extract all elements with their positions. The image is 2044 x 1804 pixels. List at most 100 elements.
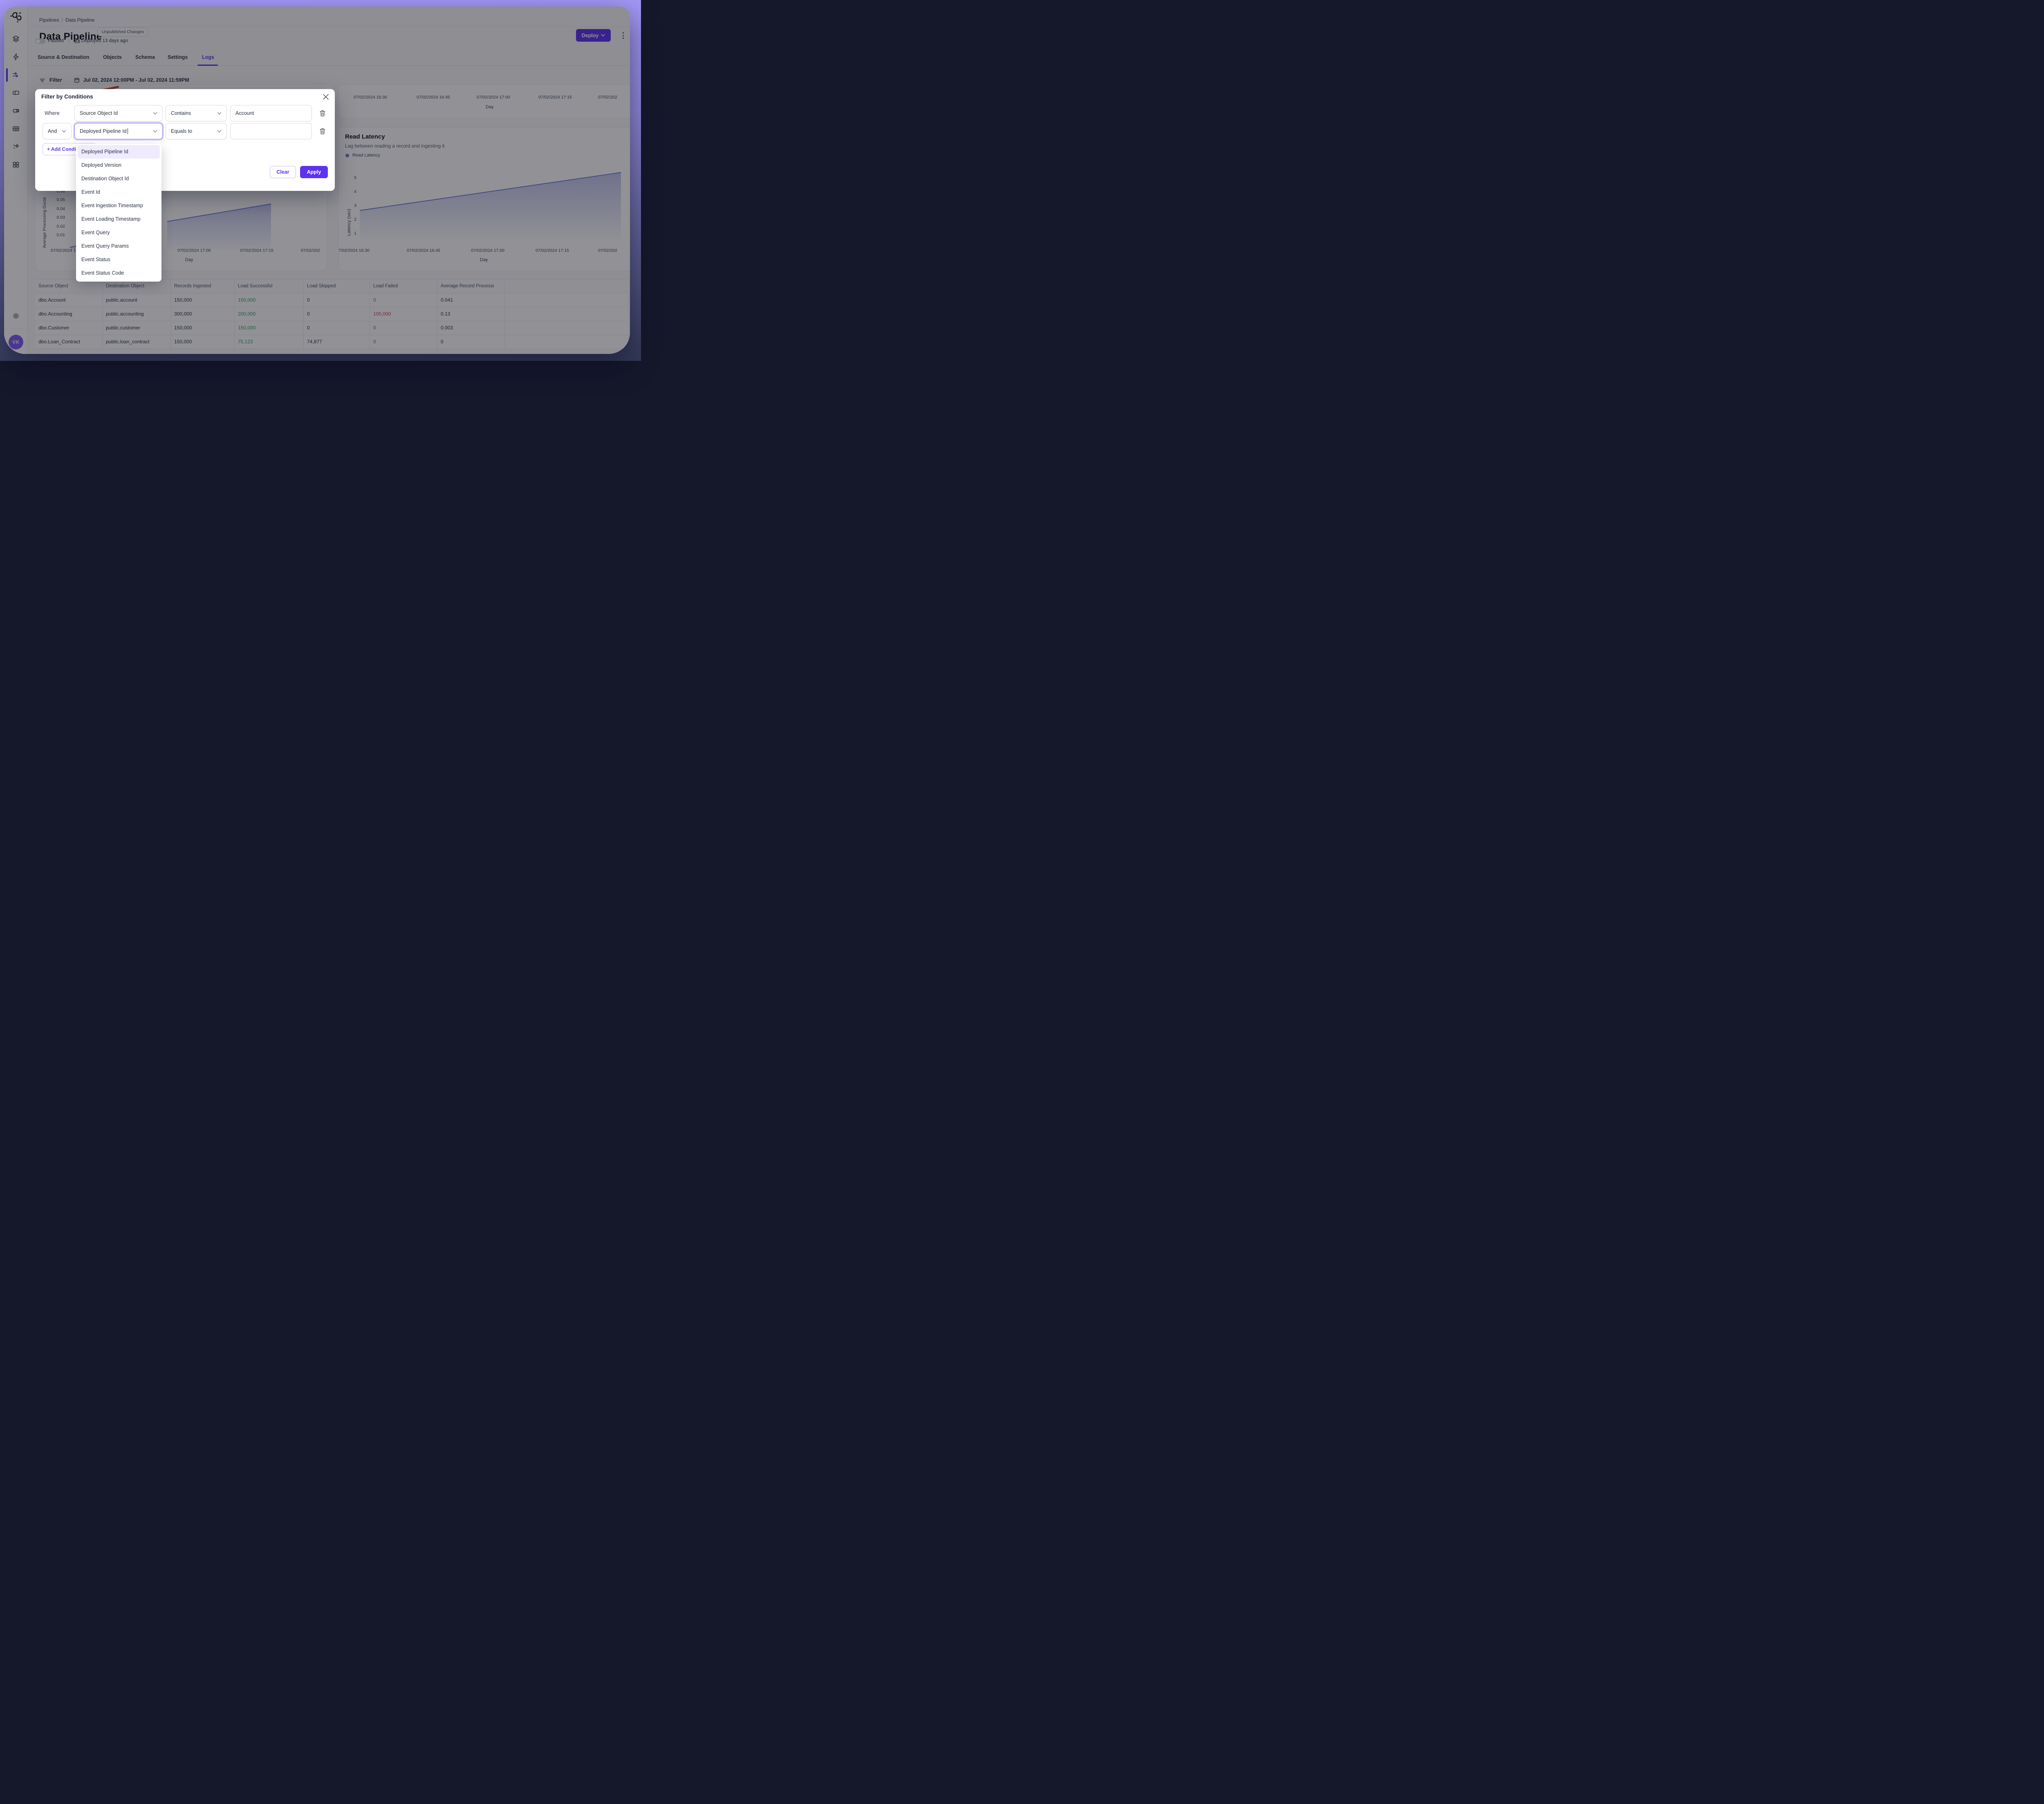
calendar-icon bbox=[74, 78, 79, 83]
dropdown-option[interactable]: Event Query bbox=[81, 230, 110, 235]
x-tick-label: 07/02/2024 17:15 bbox=[536, 248, 569, 253]
field-select-focused[interactable]: Deployed Pipeline Id bbox=[74, 123, 163, 139]
toggle-knob bbox=[36, 39, 40, 43]
x-axis-title: Day bbox=[486, 105, 494, 110]
dropdown-option[interactable]: Deployed Pipeline Id bbox=[78, 145, 160, 159]
pause-toggle[interactable] bbox=[35, 38, 45, 44]
dropdown-option[interactable]: Event Status Code bbox=[81, 270, 124, 276]
chevron-down-icon bbox=[217, 112, 222, 114]
pipelines-layers-icon[interactable] bbox=[12, 35, 20, 43]
table-cell: public.loan_contract bbox=[103, 335, 171, 349]
table-cell: 0 bbox=[304, 321, 370, 335]
table-cell[interactable]: dbo.Accounting bbox=[35, 307, 103, 321]
filter-button[interactable]: Filter bbox=[49, 77, 62, 83]
destination-card-icon[interactable] bbox=[12, 89, 20, 97]
chart-title: Read Latency bbox=[345, 133, 385, 140]
apply-button[interactable]: Apply bbox=[300, 166, 328, 178]
tab-logs[interactable]: Logs bbox=[202, 54, 214, 60]
dropdown-option[interactable]: Destination Object Id bbox=[81, 176, 129, 181]
breadcrumb-pipelines[interactable]: Pipelines bbox=[39, 17, 59, 23]
table-cell: 0 bbox=[370, 293, 437, 307]
x-tick-label: 07/02/2024 17:00 bbox=[471, 248, 504, 253]
y-tick: 0.04 bbox=[56, 206, 65, 211]
top-right-chart-panel: 07/02/2024 16:30 07/02/2024 16:45 07/02/… bbox=[338, 84, 630, 118]
dropdown-option[interactable]: Event Loading Timestamp bbox=[81, 216, 141, 222]
value-input[interactable] bbox=[230, 105, 312, 121]
deploy-button[interactable]: Deploy bbox=[576, 29, 611, 42]
activity-lightning-icon[interactable] bbox=[12, 53, 20, 61]
deploy-info: Deployed 13 days ago bbox=[81, 38, 128, 43]
table-cell: 300,000 bbox=[171, 307, 235, 321]
legend-label: Read Latency bbox=[352, 153, 380, 158]
version-link[interactable]: V5 bbox=[74, 38, 80, 43]
settings-gear-icon[interactable] bbox=[12, 312, 20, 320]
col-header: Source Object bbox=[35, 280, 103, 293]
logic-operator-value: And bbox=[48, 128, 57, 134]
table-cell[interactable]: dbo.Customer bbox=[35, 321, 103, 335]
table-cell: 0 bbox=[370, 321, 437, 335]
dropdown-option[interactable]: Event Id bbox=[81, 189, 100, 195]
trash-icon[interactable] bbox=[319, 110, 326, 117]
dropdown-option[interactable]: Event Query Params bbox=[81, 243, 129, 249]
tab-source-destination[interactable]: Source & Destination bbox=[38, 54, 90, 60]
user-avatar[interactable]: VK bbox=[9, 335, 23, 349]
date-range-control[interactable]: Jul 02, 2024 12:00PM - Jul 02, 2024 11:5… bbox=[74, 77, 189, 83]
operator-select[interactable]: Equals to bbox=[166, 123, 227, 139]
status-divider: | bbox=[68, 38, 70, 43]
trash-icon[interactable] bbox=[319, 128, 326, 135]
table-cell[interactable]: dbo.Loan_Contract bbox=[35, 335, 103, 349]
close-icon[interactable] bbox=[323, 94, 329, 100]
date-range-text: Jul 02, 2024 12:00PM - Jul 02, 2024 11:5… bbox=[83, 77, 189, 83]
apps-grid-icon[interactable] bbox=[12, 161, 20, 169]
read-latency-line-chart bbox=[359, 172, 621, 240]
x-tick-label: 07/02/202 bbox=[598, 248, 617, 253]
clear-button[interactable]: Clear bbox=[270, 166, 296, 178]
read-latency-chart-panel: Read Latency Lag between reading a recor… bbox=[338, 127, 630, 271]
table-cell: 74,877 bbox=[304, 335, 370, 349]
kebab-menu-icon[interactable] bbox=[620, 32, 626, 39]
table-cell: 200,000 bbox=[235, 307, 304, 321]
sparkles-transform-icon[interactable] bbox=[12, 143, 20, 151]
table-cell bbox=[505, 293, 628, 307]
field-select[interactable]: Source Object Id bbox=[74, 105, 163, 121]
x-tick-label: 07/02/2024 17:00 bbox=[477, 95, 510, 100]
table-cell[interactable]: dbo.Account bbox=[35, 293, 103, 307]
x-tick-label: 7/02/2024 16:30 bbox=[338, 248, 370, 253]
y-tick: 1 bbox=[354, 231, 356, 236]
data-table-icon[interactable] bbox=[12, 125, 20, 133]
value-input[interactable] bbox=[230, 123, 312, 139]
tab-schema[interactable]: Schema bbox=[135, 54, 155, 60]
table-cell: public.accounting bbox=[103, 307, 171, 321]
table-cell bbox=[505, 307, 628, 321]
x-axis-title: Day bbox=[185, 257, 193, 262]
table-cell bbox=[505, 321, 628, 335]
tab-settings[interactable]: Settings bbox=[168, 54, 188, 60]
field-select-value: Deployed Pipeline Id bbox=[80, 128, 127, 134]
col-header: Load Successful bbox=[235, 280, 304, 293]
dropdown-option[interactable]: Event Status bbox=[81, 257, 110, 262]
table-cell: public.account bbox=[103, 293, 171, 307]
y-tick: 0.01 bbox=[56, 233, 65, 237]
desktop-wallpaper: VK Pipelines / Data Pipeline Data Pipeline… bbox=[0, 0, 641, 361]
dropdown-option[interactable]: Deployed Version bbox=[81, 162, 121, 168]
table-cell: 150,000 bbox=[235, 321, 304, 335]
y-tick: 0.02 bbox=[56, 224, 65, 229]
col-header: Records Ingested bbox=[171, 280, 235, 293]
records-table: Source Object Destination Object Records… bbox=[35, 279, 628, 349]
breadcrumb-separator: / bbox=[61, 17, 63, 23]
y-tick: 5 bbox=[354, 175, 356, 180]
app-logo-icon[interactable] bbox=[9, 10, 23, 24]
chart-subtitle: Lag between reading a record and ingesti… bbox=[345, 143, 445, 149]
tab-objects[interactable]: Objects bbox=[103, 54, 122, 60]
paused-label: Paused bbox=[48, 38, 64, 43]
where-label: Where bbox=[45, 110, 60, 116]
active-tab-underline bbox=[197, 65, 218, 66]
operator-select[interactable]: Contains bbox=[166, 105, 227, 121]
dropdown-option[interactable]: Event Ingestion Timestamp bbox=[81, 203, 143, 208]
toggle-switch-icon[interactable] bbox=[12, 107, 20, 115]
pipeline-arrows-icon[interactable] bbox=[12, 71, 20, 79]
x-tick-label: 07/02/2024 17:15 bbox=[538, 95, 572, 100]
field-options-dropdown: Deployed Pipeline Id Deployed Version De… bbox=[76, 144, 161, 282]
table-cell: 150,000 bbox=[171, 321, 235, 335]
logic-operator-select[interactable]: And bbox=[43, 123, 72, 139]
